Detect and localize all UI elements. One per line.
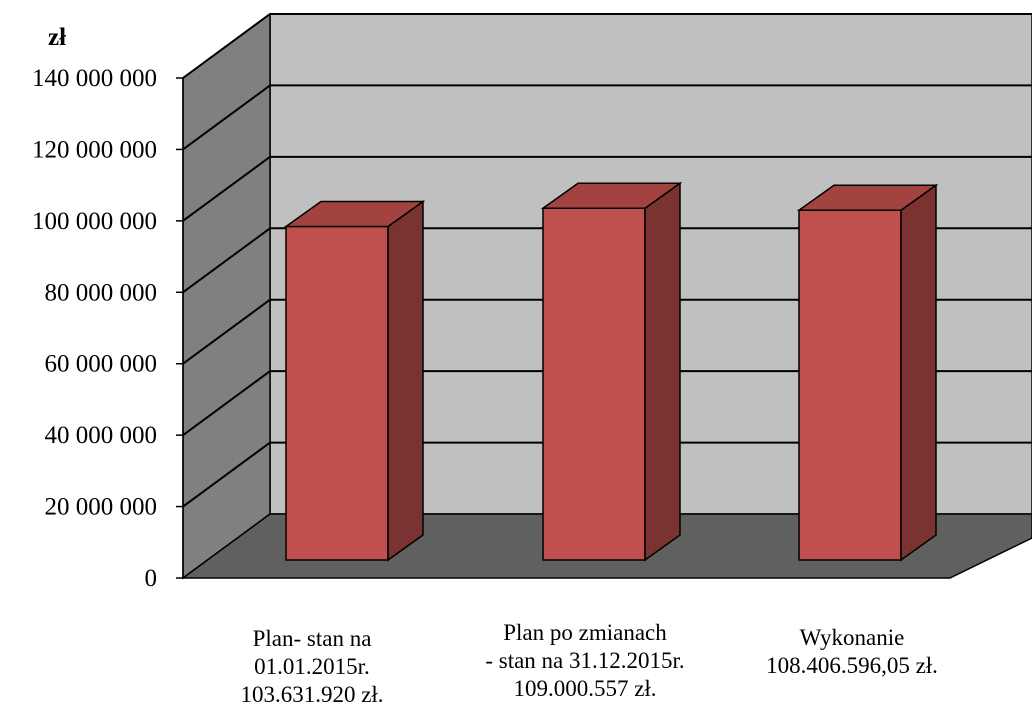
bar-2 bbox=[796, 183, 939, 562]
gridline-side-2 bbox=[182, 370, 271, 436]
y-tick-label-6: 120 000 000 bbox=[32, 136, 157, 163]
category-label-2-line-1: 108.406.596,05 zł. bbox=[766, 653, 938, 678]
gridline-side-4 bbox=[182, 227, 271, 294]
y-axis: zł 0 20 000 000 40 000 000 60 000 000 80 000… bbox=[32, 24, 184, 592]
gridline-side-5 bbox=[182, 156, 271, 222]
bars bbox=[283, 181, 939, 562]
gridline-side-6 bbox=[182, 84, 271, 151]
category-label-0-line-0: Plan- stan na bbox=[253, 626, 372, 651]
category-label-1-line-2: 109.000.557 zł. bbox=[513, 676, 656, 701]
bar-top-1 bbox=[540, 182, 683, 209]
bar-0 bbox=[283, 200, 426, 562]
category-label-0-line-2: 103.631.920 zł. bbox=[240, 682, 383, 707]
y-tick-label-2: 40 000 000 bbox=[45, 422, 158, 449]
y-unit-label: zł bbox=[48, 24, 66, 51]
y-tick-label-0: 0 bbox=[145, 565, 158, 592]
side-wall bbox=[182, 12, 271, 580]
gridline-side-3 bbox=[182, 298, 271, 365]
category-label-0-line-1: 01.01.2015r. bbox=[254, 654, 370, 679]
category-label-2-line-0: Wykonanie bbox=[800, 625, 905, 650]
bar-front-2 bbox=[798, 209, 902, 561]
bar-side-1 bbox=[644, 181, 681, 562]
bar-top-0 bbox=[283, 200, 426, 228]
gridline-side-7 bbox=[182, 13, 271, 79]
category-label-1-line-0: Plan po zmianach bbox=[503, 620, 667, 645]
gridline-side-1 bbox=[182, 441, 271, 508]
bar-side-0 bbox=[387, 200, 424, 562]
bar-side-2 bbox=[900, 183, 937, 562]
bar-front-0 bbox=[285, 225, 389, 561]
y-tick-label-3: 60 000 000 bbox=[45, 351, 158, 378]
bar-front-1 bbox=[542, 207, 646, 561]
y-tick-label-7: 140 000 000 bbox=[32, 65, 157, 92]
category-label-2: Wykonanie 108.406.596,05 zł. bbox=[766, 625, 938, 678]
y-tick-label-1: 20 000 000 bbox=[45, 494, 158, 521]
category-label-0: Plan- stan na 01.01.2015r. 103.631.920 zł. bbox=[240, 626, 383, 707]
y-tick-label-4: 80 000 000 bbox=[45, 279, 158, 306]
x-axis-labels: Plan- stan na 01.01.2015r. 103.631.920 zł.… bbox=[240, 620, 937, 707]
bar-1 bbox=[540, 181, 683, 562]
category-label-1-line-1: - stan na 31.12.2015r. bbox=[485, 648, 684, 673]
category-label-1: Plan po zmianach - stan na 31.12.2015r. 10… bbox=[485, 620, 684, 701]
y-tick-label-5: 100 000 000 bbox=[32, 208, 157, 235]
bar-top-2 bbox=[796, 184, 939, 212]
